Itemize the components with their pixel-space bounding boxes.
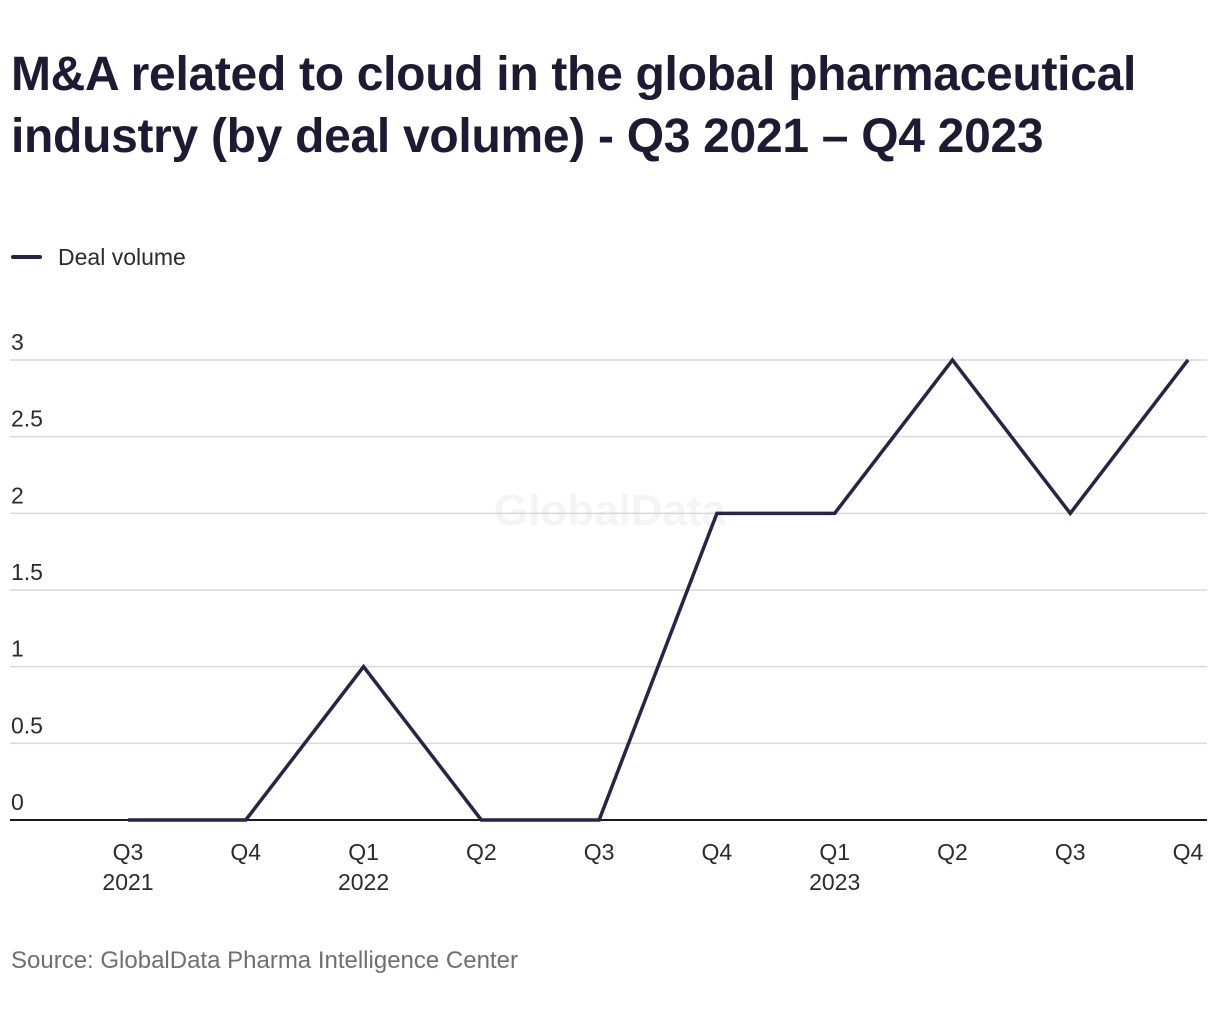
x-axis-tick-labels: Q3 2021 Q4 Q1 2022 Q2 Q3 Q4 Q1 2023 Q2 Q3 Q4 [102,839,1203,895]
x-tick-label-year: 2021 [102,869,153,895]
y-tick-label: 1.5 [11,559,43,585]
data-point [951,359,953,361]
x-tick-label-quarter: Q3 [113,839,144,865]
data-point [1069,512,1071,514]
series-deal-volume [127,357,1190,822]
x-tick-label-quarter: Q2 [937,839,968,865]
data-point [834,512,836,514]
source-note: Source: GlobalData Pharma Intelligence C… [11,947,518,974]
x-tick-label-quarter: Q1 [348,839,379,865]
x-tick-label-quarter: Q2 [466,839,497,865]
series-line-deal-volume [128,357,1190,822]
y-tick-label: 3 [11,329,24,355]
chart-title: M&A related to cloud in the global pharm… [11,48,1137,163]
y-tick-label: 2 [11,482,24,508]
y-tick-label: 0 [11,789,24,815]
y-tick-label: 2.5 [11,406,43,432]
x-tick-label-quarter: Q4 [702,839,733,865]
data-point [363,666,365,668]
watermark-text: GlobalData [494,486,727,535]
x-tick-label-quarter: Q3 [584,839,615,865]
x-tick-label-quarter: Q3 [1055,839,1086,865]
legend-swatch-deal-volume [11,255,42,259]
chart-legend: Deal volume [11,242,186,272]
data-point [598,819,600,821]
data-point [245,819,247,821]
data-point [716,512,718,514]
data-point [480,819,482,821]
y-tick-label: 1 [11,636,24,662]
x-tick-label-quarter: Q4 [230,839,261,865]
y-tick-label: 0.5 [11,712,43,738]
x-tick-label-quarter: Q1 [819,839,850,865]
legend-label-deal-volume: Deal volume [58,243,186,270]
data-point [127,819,129,821]
x-tick-label-year: 2022 [338,869,389,895]
data-point [1187,359,1189,361]
x-tick-label-year: 2023 [809,869,860,895]
gridlines [10,359,1207,745]
y-axis-tick-labels: 0 0.5 1 1.5 2 2.5 3 [11,329,43,815]
x-tick-label-quarter: Q4 [1173,839,1204,865]
